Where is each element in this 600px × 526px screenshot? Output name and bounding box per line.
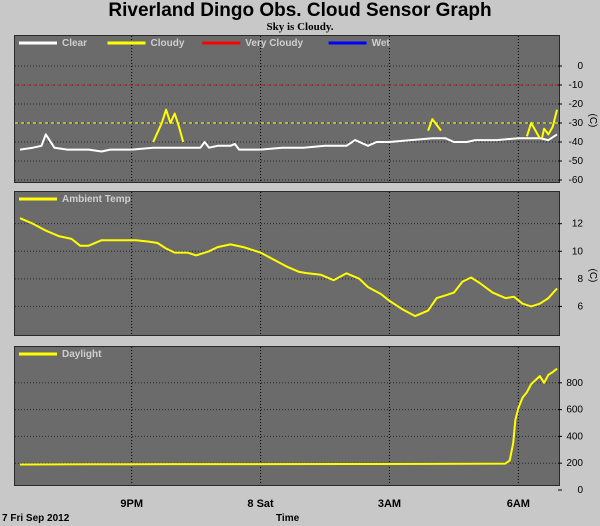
legend-label: Very Cloudy xyxy=(245,38,303,49)
date-label: 7 Fri Sep 2012 xyxy=(2,513,70,524)
x-tick-label: 8 Sat xyxy=(247,498,274,510)
y-tick-label: 0 xyxy=(577,61,583,72)
daylight-panel xyxy=(14,346,560,486)
legend-label: Ambient Temp xyxy=(62,194,131,205)
legend-label: Cloudy xyxy=(151,38,185,49)
y-tick-label: 0 xyxy=(577,485,583,496)
y-tick-label: 12 xyxy=(572,219,584,230)
chart-subtitle: Sky is Cloudy. xyxy=(266,21,334,33)
series-line xyxy=(19,367,558,466)
y-axis-unit: (C) xyxy=(587,114,598,128)
y-tick-label: -30 xyxy=(569,118,584,129)
cloud-temp-panel xyxy=(14,35,560,183)
series-line xyxy=(525,122,541,139)
y-tick-label: -10 xyxy=(569,80,584,91)
legend-label: Wet xyxy=(372,38,391,49)
x-tick-label: 6AM xyxy=(507,498,530,510)
y-tick-label: 6 xyxy=(577,301,583,312)
chart-title: Riverland Dingo Obs. Cloud Sensor Graph xyxy=(108,0,492,21)
x-axis-label: Time xyxy=(276,513,300,524)
y-tick-label: -60 xyxy=(569,175,584,186)
legend-label: Daylight xyxy=(62,349,102,360)
series-line xyxy=(19,217,558,318)
y-tick-label: 8 xyxy=(577,274,583,285)
y-tick-label: 400 xyxy=(566,431,583,442)
legend-label: Clear xyxy=(62,38,87,49)
x-tick-label: 3AM xyxy=(378,498,401,510)
y-axis-unit: (C) xyxy=(587,269,598,283)
ambient-temp-panel xyxy=(14,191,560,336)
y-tick-label: -40 xyxy=(569,137,584,148)
y-tick-label: -20 xyxy=(569,99,584,110)
x-tick-label: 9PM xyxy=(120,498,143,510)
series-line xyxy=(152,108,185,143)
series-line xyxy=(19,133,558,153)
y-tick-label: -50 xyxy=(569,156,584,167)
y-tick-label: 200 xyxy=(566,458,583,469)
y-tick-label: 600 xyxy=(566,405,583,416)
series-line xyxy=(541,109,558,139)
series-line xyxy=(427,118,442,132)
y-tick-label: 10 xyxy=(572,246,584,257)
y-tick-label: 800 xyxy=(566,378,583,389)
